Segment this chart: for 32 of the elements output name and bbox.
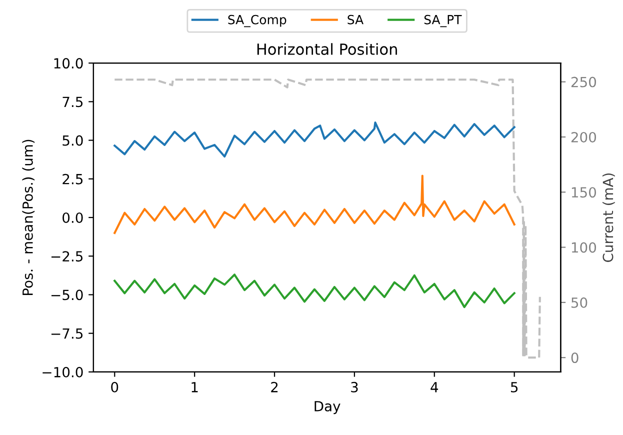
x-axis-title: Day (314, 401, 340, 414)
y2-axis-title: Current (mA) (602, 173, 615, 262)
line-series (114, 274, 516, 308)
y-tick-label: −10.0 (42, 366, 83, 378)
y2-tick-label: 250 (571, 76, 596, 88)
y2-tick-label: 100 (572, 242, 596, 253)
y2-tick-label: 200 (571, 132, 596, 142)
y-tick-label: 7.5 (62, 96, 83, 108)
y-tick-label: −5.0 (51, 290, 83, 300)
legend-label: SA_PT (424, 14, 462, 28)
y-tick-label: 2.5 (62, 174, 83, 184)
y-tick-label: −2.5 (51, 251, 83, 262)
line-series (114, 174, 516, 234)
line-series (114, 78, 541, 359)
x-tick-label: 5 (510, 382, 518, 392)
x-tick-label: 1 (192, 382, 198, 392)
legend-label: SA (348, 14, 364, 24)
y-tick-label: 5.0 (62, 135, 83, 146)
x-tick-label: 4 (430, 382, 438, 392)
x-tick-label: 0 (111, 382, 118, 392)
x-tick-label: 3 (351, 382, 358, 392)
y2-tick-label: 50 (571, 297, 588, 308)
chart-title: Horizontal Position (257, 43, 397, 55)
y-axis-title: Pos. - mean(Pos.) (um) (22, 140, 35, 295)
y-tick-label: −7.5 (51, 328, 83, 339)
y2-tick-label: 0 (571, 352, 578, 364)
y-tick-label: 10.0 (54, 58, 83, 69)
line-series (114, 121, 516, 158)
x-tick-label: 2 (271, 382, 278, 392)
y2-tick-label: 150 (572, 187, 596, 198)
legend-label: SA_Comp (228, 14, 286, 28)
y-tick-label: 0.0 (62, 212, 83, 223)
